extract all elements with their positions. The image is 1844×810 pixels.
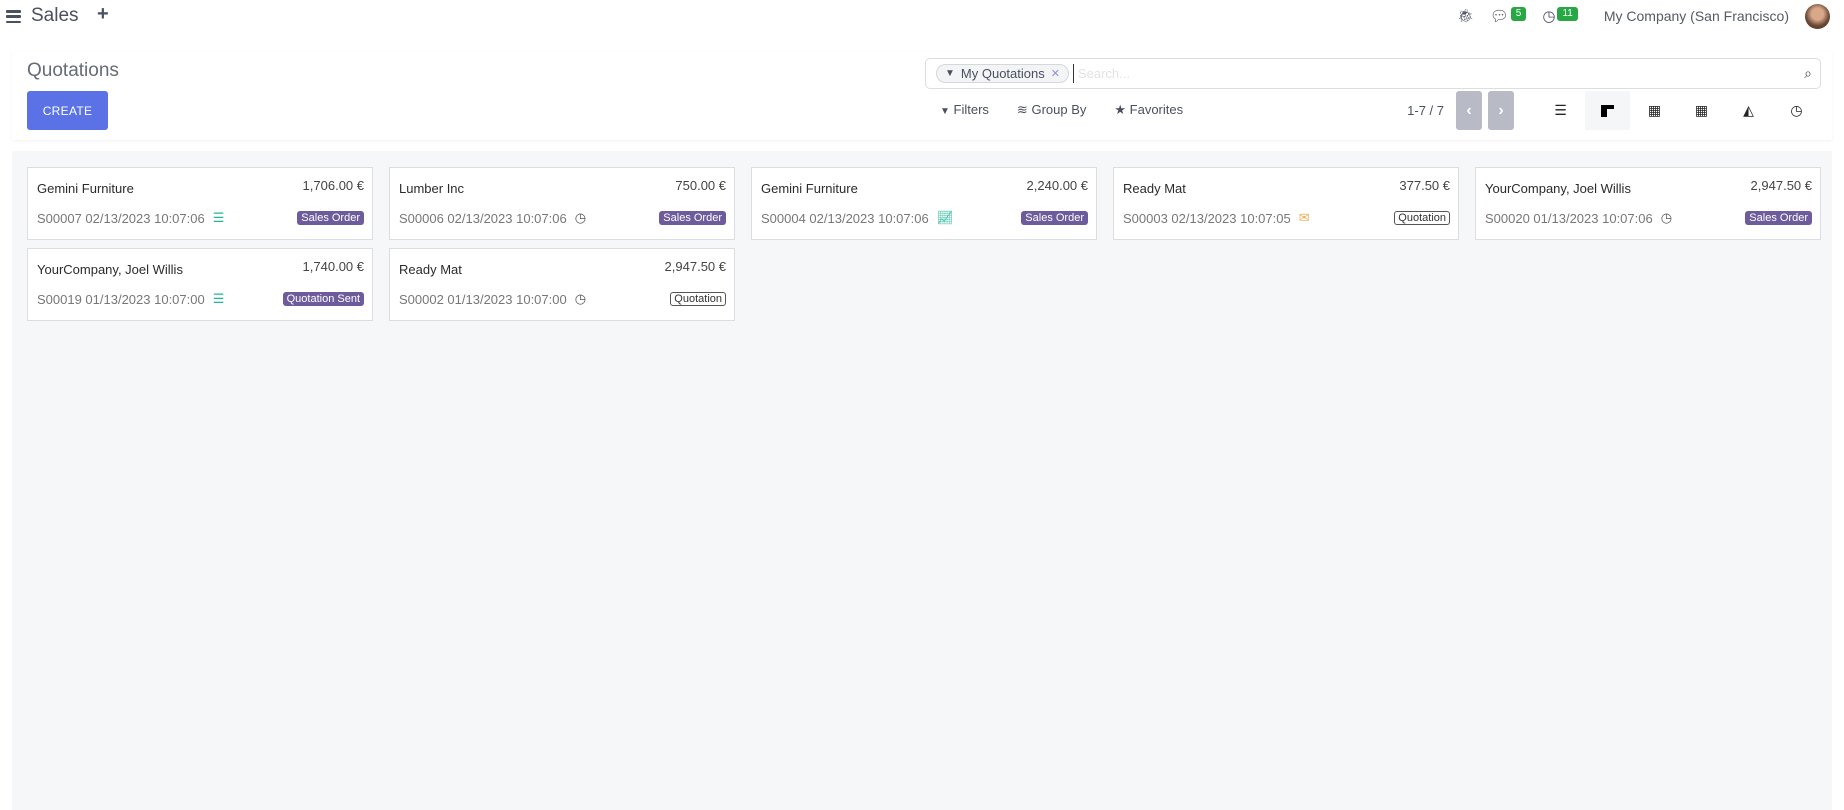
clock-icon[interactable]: ◷ bbox=[574, 291, 587, 306]
text-cursor bbox=[1072, 64, 1074, 83]
kanban-card[interactable]: Gemini Furniture 2,240.00 € S00004 02/13… bbox=[751, 167, 1097, 240]
calendar-icon: ▦ bbox=[1647, 102, 1662, 118]
pager: 1-7 / 7 ‹ › bbox=[1407, 91, 1514, 130]
group-by-label: Group By bbox=[1031, 102, 1087, 117]
status-badge: Quotation bbox=[670, 292, 726, 306]
order-reference: S00020 01/13/2023 10:07:06 bbox=[1485, 210, 1653, 226]
order-reference: S00002 01/13/2023 10:07:00 bbox=[399, 291, 567, 307]
status-badge: Quotation Sent bbox=[282, 292, 364, 306]
customer-name: Gemini Furniture bbox=[37, 181, 134, 196]
view-list-button[interactable]: ☰ bbox=[1538, 91, 1583, 130]
list-icon[interactable]: ☰ bbox=[212, 210, 225, 225]
view-calendar-button[interactable]: ▦ bbox=[1632, 91, 1677, 130]
clock-icon[interactable]: ◷ bbox=[1660, 210, 1673, 225]
chevron-left-icon: ‹ bbox=[1466, 102, 1472, 119]
kanban-card[interactable]: Lumber Inc 750.00 € S00006 02/13/2023 10… bbox=[389, 167, 735, 240]
pager-next-button[interactable]: › bbox=[1488, 91, 1514, 130]
amount: 1,740.00 € bbox=[302, 259, 364, 274]
chat-icon: 💬︎ bbox=[1489, 8, 1509, 25]
pager-previous-button[interactable]: ‹ bbox=[1456, 91, 1482, 130]
customer-name: YourCompany, Joel Willis bbox=[37, 262, 183, 277]
table-icon: ▦ bbox=[1694, 102, 1709, 118]
clock-icon: ◷ bbox=[1542, 8, 1556, 25]
amount: 2,947.50 € bbox=[664, 259, 726, 274]
search-options: ▼ Filters ≋ Group By ★ Favorites bbox=[940, 102, 1183, 118]
page-title: Quotations bbox=[27, 60, 119, 81]
customer-name: Gemini Furniture bbox=[761, 181, 858, 196]
chevron-right-icon: › bbox=[1498, 102, 1504, 119]
kanban-card[interactable]: YourCompany, Joel Willis 2,947.50 € S000… bbox=[1475, 167, 1821, 240]
view-kanban-button[interactable] bbox=[1585, 91, 1630, 130]
create-button[interactable]: CREATE bbox=[27, 91, 108, 130]
clock-icon: ◷ bbox=[1790, 102, 1803, 118]
order-reference: S00019 01/13/2023 10:07:00 bbox=[37, 291, 205, 307]
filters-label: Filters bbox=[953, 102, 989, 117]
view-graph-button[interactable]: ◭ bbox=[1726, 91, 1771, 130]
filter-icon: ▼ bbox=[945, 68, 955, 79]
clock-icon[interactable]: ◷ bbox=[574, 210, 587, 225]
status-badge: Sales Order bbox=[297, 211, 364, 225]
plus-icon[interactable]: + bbox=[97, 3, 109, 25]
kanban-card[interactable]: YourCompany, Joel Willis 1,740.00 € S000… bbox=[27, 248, 373, 321]
order-reference: S00007 02/13/2023 10:07:06 bbox=[37, 210, 205, 226]
order-reference: S00004 02/13/2023 10:07:06 bbox=[761, 210, 929, 226]
status-badge: Quotation bbox=[1394, 211, 1450, 225]
status-badge: Sales Order bbox=[659, 211, 726, 225]
search-icon[interactable]: ⌕ bbox=[1804, 65, 1812, 81]
company-switcher[interactable]: My Company (San Francisco) bbox=[1603, 8, 1789, 24]
envelope-icon[interactable]: ✉ bbox=[1298, 210, 1310, 225]
filter-icon: ▼ bbox=[940, 106, 950, 117]
messages-count-badge: 5 bbox=[1510, 7, 1527, 21]
order-reference: S00006 02/13/2023 10:07:06 bbox=[399, 210, 567, 226]
view-pivot-button[interactable]: ▦ bbox=[1679, 91, 1724, 130]
activities-count-badge: 11 bbox=[1557, 7, 1578, 21]
search-bar[interactable]: ▼ My Quotations ✕ ⌕ bbox=[925, 58, 1821, 89]
status-badge: Sales Order bbox=[1745, 211, 1812, 225]
amount: 2,240.00 € bbox=[1026, 178, 1088, 193]
bug-icon[interactable]: 🐞︎ bbox=[1457, 8, 1474, 23]
amount: 2,947.50 € bbox=[1750, 178, 1812, 193]
star-icon: ★ bbox=[1114, 102, 1127, 117]
amount: 750.00 € bbox=[675, 178, 726, 193]
order-reference: S00003 02/13/2023 10:07:05 bbox=[1123, 210, 1291, 226]
list-icon: ☰ bbox=[1554, 102, 1567, 118]
amount: 377.50 € bbox=[1399, 178, 1450, 193]
favorites-button[interactable]: ★ Favorites bbox=[1114, 102, 1183, 118]
area-chart-icon: ◭ bbox=[1743, 102, 1754, 118]
view-activity-button[interactable]: ◷ bbox=[1774, 91, 1819, 130]
search-facet[interactable]: ▼ My Quotations ✕ bbox=[936, 64, 1069, 83]
status-badge: Sales Order bbox=[1021, 211, 1088, 225]
facet-label: My Quotations bbox=[960, 66, 1045, 81]
filters-button[interactable]: ▼ Filters bbox=[940, 102, 989, 118]
search-input[interactable] bbox=[1077, 63, 1801, 84]
kanban-card[interactable]: Ready Mat 2,947.50 € S00002 01/13/2023 1… bbox=[389, 248, 735, 321]
topbar-right: 🐞︎ 💬︎ 5 ◷ 11 My Company (San Francisco) bbox=[1457, 0, 1830, 32]
kanban-card[interactable]: Ready Mat 377.50 € S00003 02/13/2023 10:… bbox=[1113, 167, 1459, 240]
customer-name: YourCompany, Joel Willis bbox=[1485, 181, 1631, 196]
customer-name: Lumber Inc bbox=[399, 181, 465, 196]
list-icon[interactable]: ☰ bbox=[212, 291, 225, 306]
layers-icon: ≋ bbox=[1016, 102, 1028, 117]
app-title[interactable]: Sales bbox=[31, 5, 79, 26]
group-by-button[interactable]: ≋ Group By bbox=[1017, 102, 1086, 118]
customer-name: Ready Mat bbox=[1123, 181, 1186, 196]
activities-button[interactable]: ◷ 11 bbox=[1542, 7, 1578, 25]
kanban-icon bbox=[1601, 105, 1614, 118]
favorites-label: Favorites bbox=[1129, 102, 1184, 117]
pager-value[interactable]: 1-7 / 7 bbox=[1407, 103, 1444, 118]
amount: 1,706.00 € bbox=[302, 178, 364, 193]
messages-button[interactable]: 💬︎ 5 bbox=[1490, 7, 1527, 25]
kanban-card[interactable]: Gemini Furniture 1,706.00 € S00007 02/13… bbox=[27, 167, 373, 240]
menu-icon[interactable] bbox=[6, 10, 21, 23]
chart-line-icon[interactable]: 📈︎ bbox=[936, 210, 954, 225]
avatar[interactable] bbox=[1805, 3, 1830, 29]
customer-name: Ready Mat bbox=[399, 262, 462, 277]
remove-facet-icon[interactable]: ✕ bbox=[1050, 68, 1060, 80]
top-navbar: Sales + 🐞︎ 💬︎ 5 ◷ 11 My Company (San Franc… bbox=[0, 0, 1844, 34]
